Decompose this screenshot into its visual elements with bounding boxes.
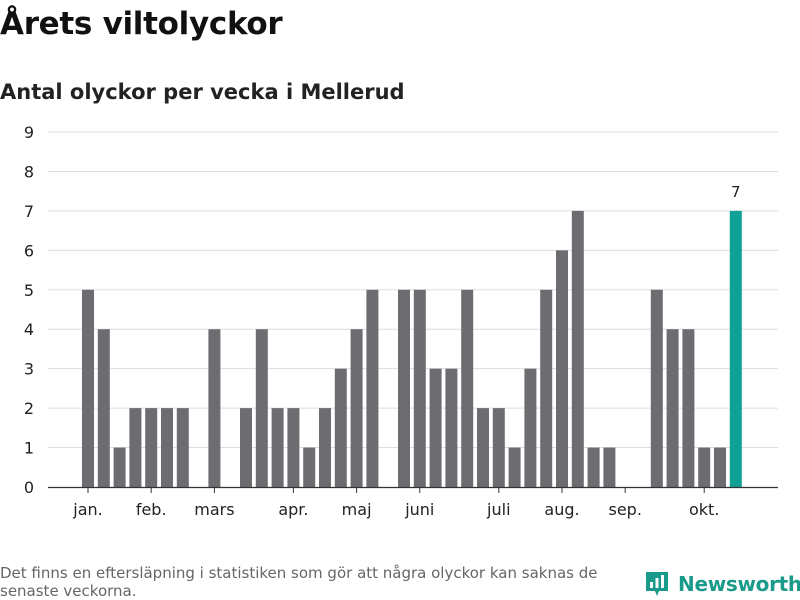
bar	[492, 408, 505, 487]
bar	[303, 447, 316, 487]
x-tick-label: mars	[194, 500, 234, 519]
bar-chart-logo-icon	[646, 572, 668, 596]
bar	[571, 210, 584, 487]
axes: 0 1 2 3 4 5 6 7 8 9 jan. feb. mars apr. maj juni juli aug…	[24, 123, 778, 519]
x-tick-label: juli	[486, 500, 510, 519]
y-tick-label: 5	[24, 281, 34, 300]
bar	[461, 289, 474, 487]
brand-name: Newsworthy	[678, 572, 800, 596]
bar-highlight	[729, 210, 742, 487]
bar	[240, 408, 252, 487]
bar	[603, 447, 616, 487]
bar	[682, 329, 695, 487]
footnote: Det finns en eftersläpning i statistiken…	[0, 564, 598, 600]
brand-logo: Newsworthy	[644, 570, 800, 598]
x-tick-label: sep.	[608, 500, 641, 519]
y-tick-label: 3	[24, 360, 34, 379]
bar	[587, 447, 600, 487]
chart-subtitle: Antal olyckor per vecka i Mellerud	[0, 80, 405, 104]
bar-chart: 7 0 1 2 3 4 5 6 7 8 9 jan. feb. mars apr. maj juni juli a…	[24, 123, 778, 519]
y-tick-label: 0	[24, 478, 34, 497]
bar	[334, 368, 347, 487]
x-tick-label: okt.	[689, 500, 719, 519]
y-tick-label: 8	[24, 162, 34, 181]
y-tick-label: 2	[24, 399, 34, 418]
bar	[540, 289, 553, 487]
y-tick-label: 1	[24, 439, 34, 458]
x-tick-label: jan.	[72, 500, 102, 519]
bar	[82, 289, 94, 487]
bar	[129, 408, 142, 487]
bar	[508, 447, 521, 487]
bar	[524, 368, 537, 487]
bar	[413, 289, 426, 487]
x-tick-label: juni	[404, 500, 434, 519]
bar	[477, 408, 489, 487]
bar	[113, 447, 126, 487]
bar	[208, 329, 221, 487]
bar	[666, 329, 679, 487]
bar	[429, 368, 442, 487]
bar	[97, 329, 110, 487]
bars: 7	[82, 183, 742, 487]
x-tick-label: apr.	[278, 500, 308, 519]
bar	[255, 329, 268, 487]
bar	[319, 408, 331, 487]
bar	[271, 408, 284, 487]
bar	[556, 250, 568, 487]
bar	[698, 447, 711, 487]
bar	[714, 447, 726, 487]
chart-title: Årets viltolyckor	[0, 6, 283, 42]
y-tick-label: 9	[24, 123, 34, 142]
y-tick-label: 7	[24, 202, 34, 221]
bar	[350, 329, 363, 487]
bar	[398, 289, 410, 487]
bar	[445, 368, 458, 487]
bar	[366, 289, 379, 487]
y-tick-label: 6	[24, 241, 34, 260]
data-label: 7	[731, 183, 741, 201]
bar	[287, 408, 300, 487]
bar	[145, 408, 158, 487]
bar	[650, 289, 663, 487]
y-tick-label: 4	[24, 320, 34, 339]
x-tick-label: maj	[342, 500, 372, 519]
x-tick-label: aug.	[544, 500, 579, 519]
bar	[176, 408, 189, 487]
bar	[161, 408, 173, 487]
x-tick-label: feb.	[136, 500, 167, 519]
